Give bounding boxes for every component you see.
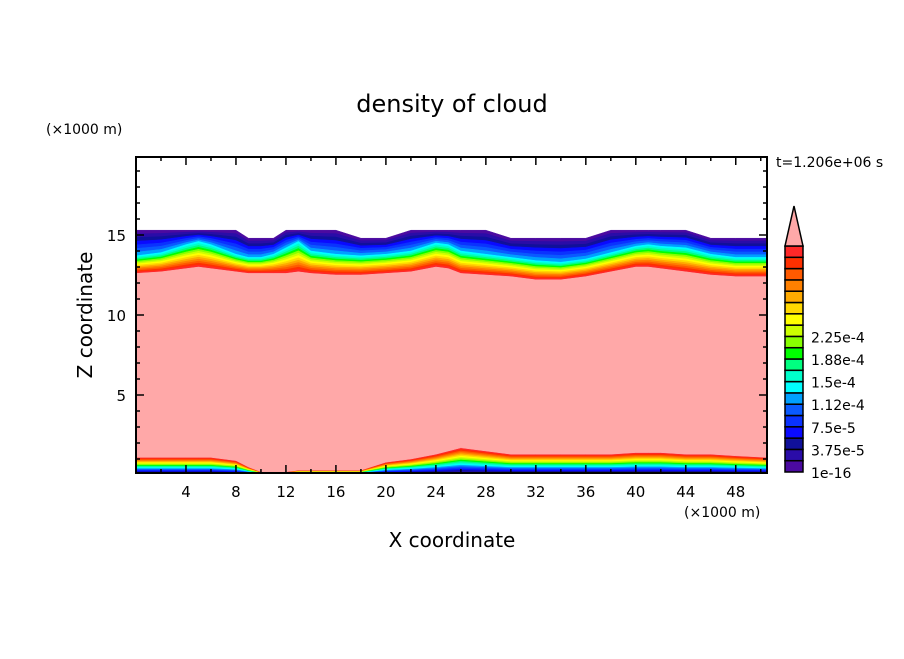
colorbar-overflow-triangle [784,205,804,247]
contour-field [135,229,768,474]
colorbar-swatch-12 [784,324,804,338]
x-tick-label: 32 [526,483,545,501]
colorbar-label: 7.5e-5 [811,421,856,437]
colorbar-swatch-1 [784,448,804,462]
colorbar-swatch-10 [784,346,804,360]
y-axis-label: Z coordinate [73,252,97,379]
colorbar-swatch-8 [784,369,804,383]
colorbar-swatch-0 [784,459,804,473]
x-unit-label: (×1000 m) [684,505,760,521]
colorbar-label: 1.12e-4 [811,398,865,414]
colorbar-swatch-9 [784,358,804,372]
contour-overflow [135,266,768,473]
x-tick-label: 8 [231,483,241,501]
colorbar-swatch-6 [784,392,804,405]
colorbar-swatch-5 [784,403,804,417]
colorbar-label: 1.88e-4 [811,353,865,369]
colorbar-swatch-2 [784,437,804,451]
colorbar-swatch-4 [784,414,804,428]
y-tick-label: 5 [116,387,126,405]
x-tick-label: 28 [476,483,495,501]
colorbar-swatch-11 [784,335,804,349]
colorbar-label: 1e-16 [811,466,851,482]
colorbar-swatch-7 [784,380,804,394]
x-tick-label: 20 [376,483,395,501]
x-tick-label: 40 [626,483,645,501]
y-unit-label: (×1000 m) [46,122,122,138]
x-tick-label: 48 [726,483,745,501]
x-tick-label: 12 [276,483,295,501]
colorbar-swatch-19 [784,245,804,259]
colorbar: 1e-16 3.75e-5 7.5e-5 1.12e-4 1.5e-4 1.88e-4 2.… [784,205,865,482]
y-tick-label: 15 [107,227,126,245]
x-axis-label: X coordinate [389,528,516,552]
x-tick-label: 24 [426,483,445,501]
colorbar-label: 1.5e-4 [811,376,856,392]
colorbar-label: 3.75e-5 [811,443,865,459]
colorbar-swatch-14 [784,301,804,315]
x-tick-label: 4 [181,483,191,501]
colorbar-swatch-17 [784,267,804,281]
colorbar-swatch-13 [784,313,804,326]
colorbar-swatch-3 [784,426,804,439]
chart-title: density of cloud [356,90,547,118]
colorbar-swatch-16 [784,279,804,292]
colorbar-label: 2.25e-4 [811,330,865,346]
x-tick-label: 36 [576,483,595,501]
colorbar-swatch-15 [784,290,804,304]
y-tick-label: 10 [107,307,126,325]
colorbar-swatch-18 [784,256,804,270]
x-tick-label: 44 [676,483,695,501]
x-tick-label: 16 [326,483,345,501]
time-label: t=1.206e+06 s [776,155,883,171]
